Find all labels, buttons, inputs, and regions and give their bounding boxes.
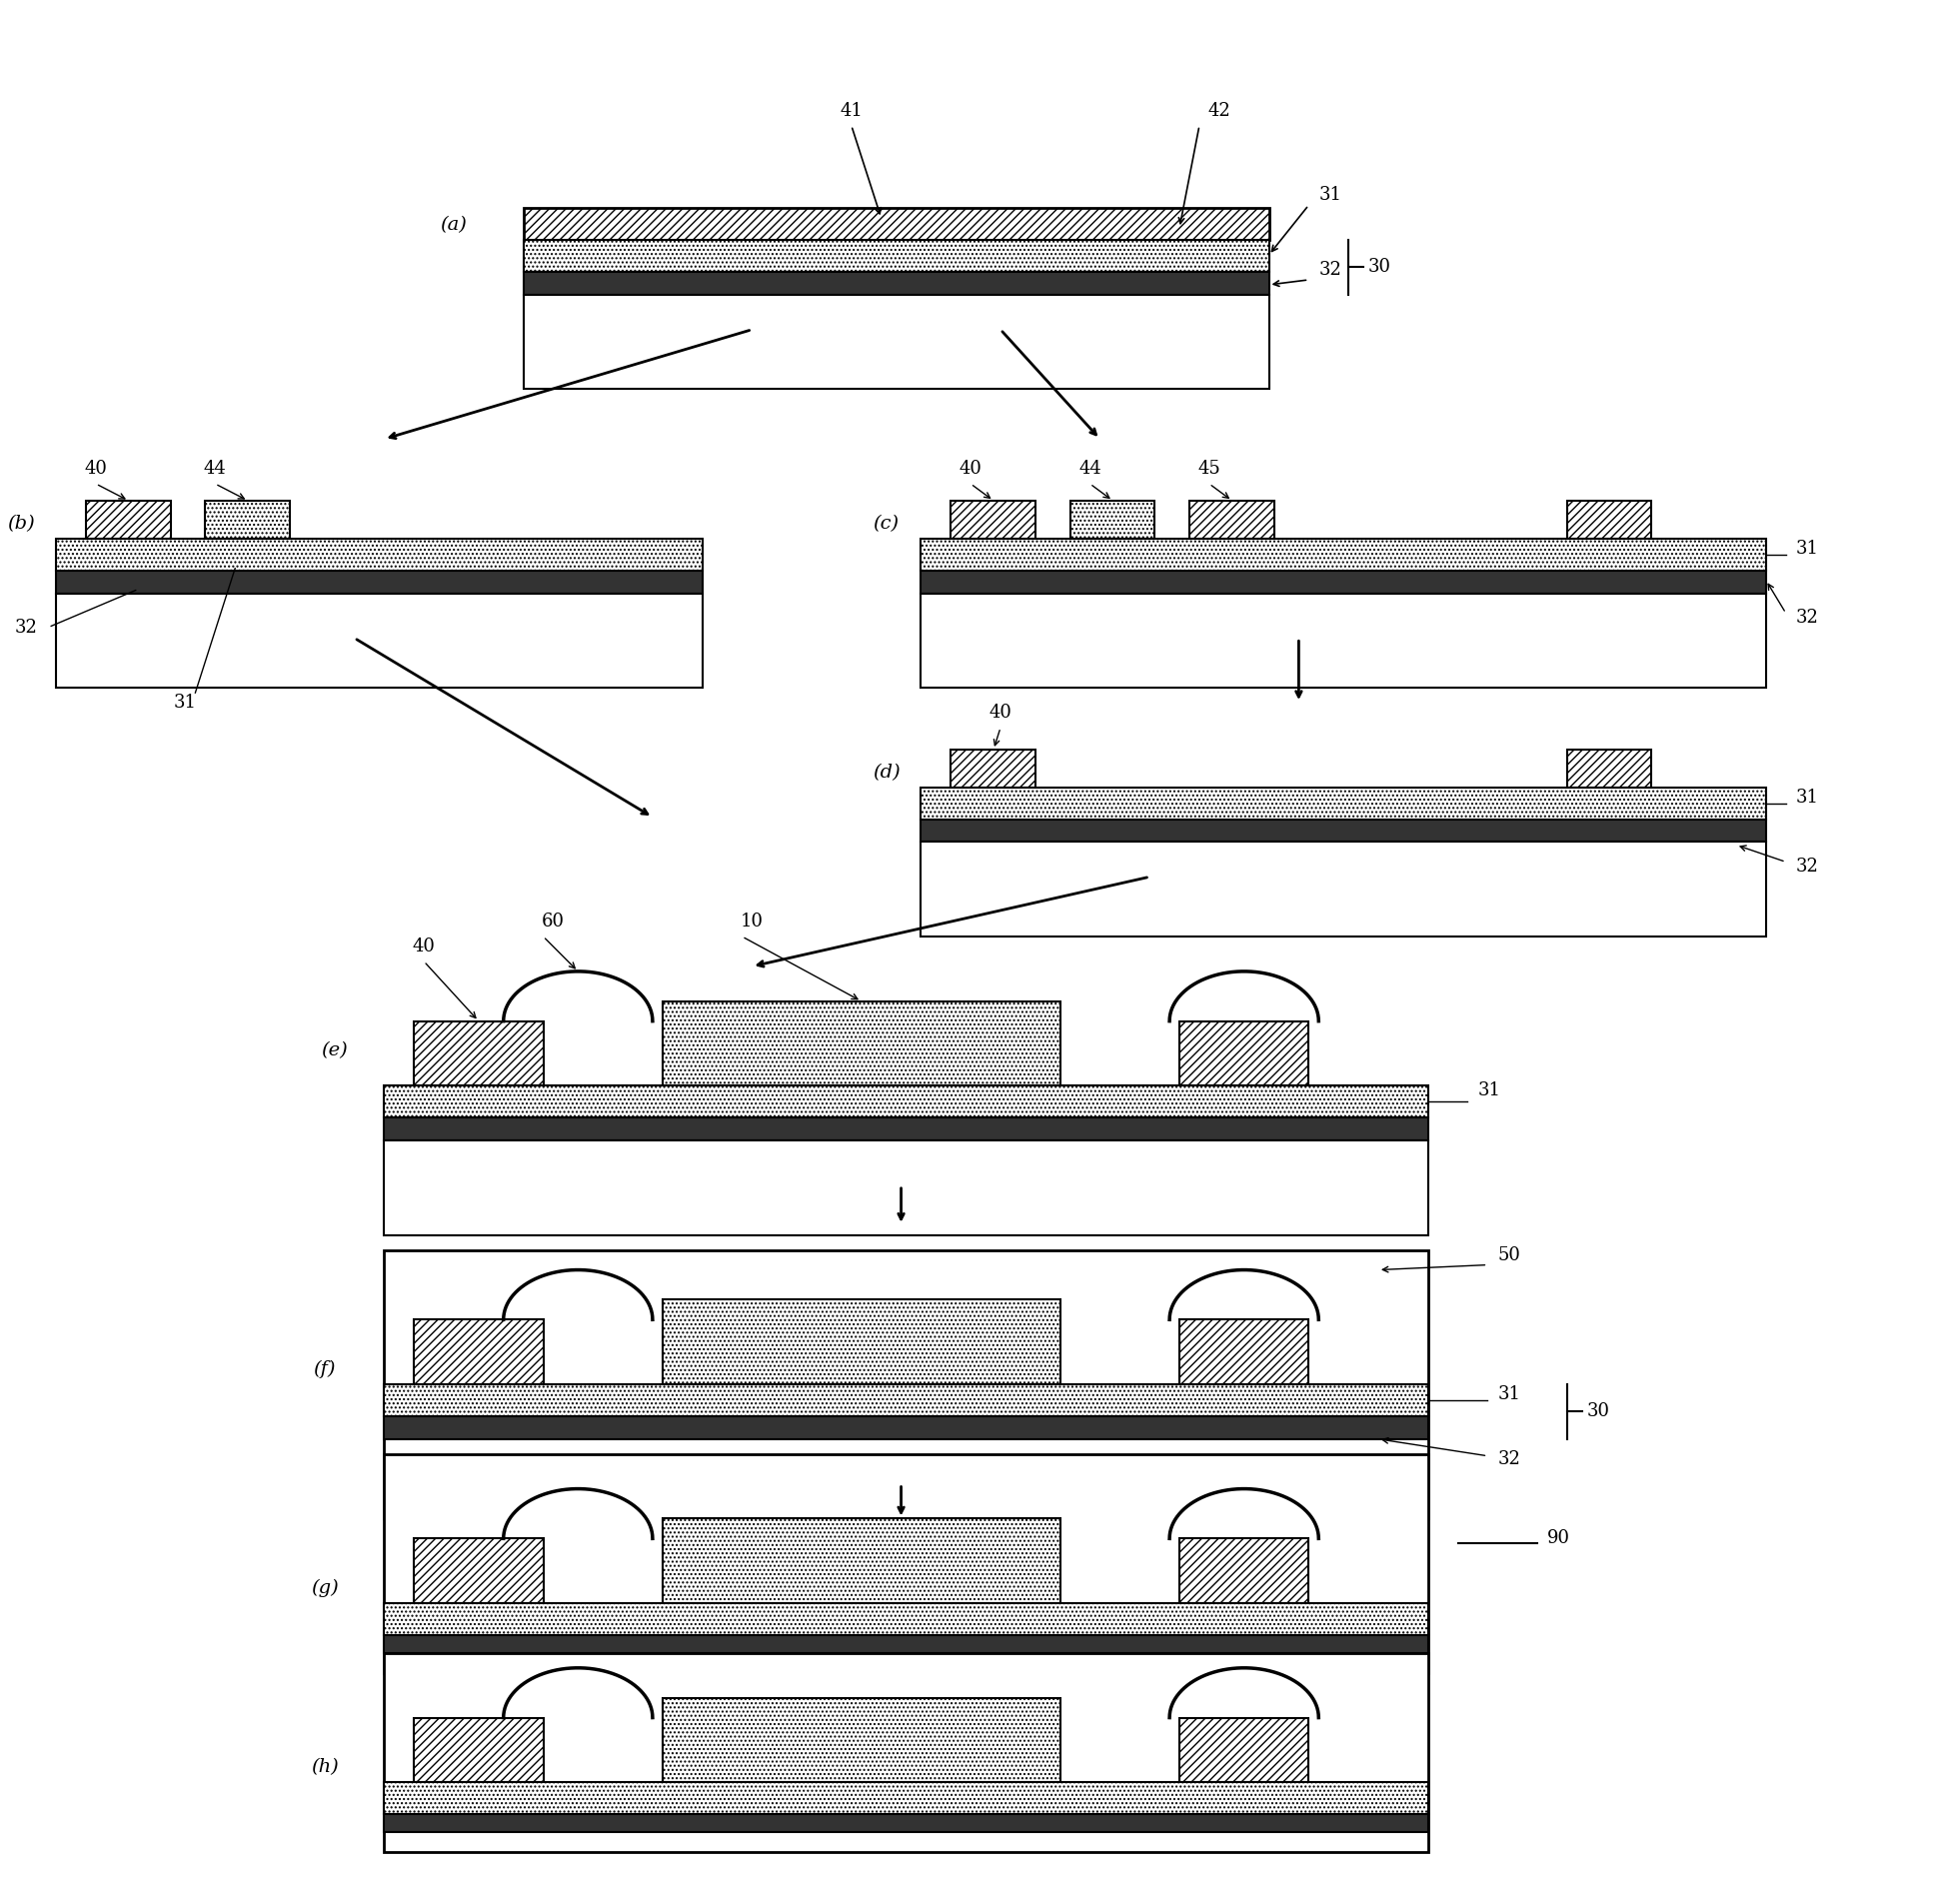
Bar [57,570,702,594]
Bar [384,1416,1429,1439]
Text: 42: 42 [1207,102,1231,119]
Text: (b): (b) [8,515,35,532]
Bar [951,749,1035,786]
Text: 45: 45 [1198,460,1221,477]
Text: (d): (d) [872,764,900,781]
Bar [662,1001,1060,1086]
Text: (h): (h) [310,1758,339,1777]
Bar [384,1603,1429,1635]
Text: 32: 32 [1497,1450,1521,1467]
Bar [1568,749,1652,786]
Text: 31: 31 [1319,187,1341,204]
Bar [57,594,702,688]
Bar [921,786,1766,819]
Bar [523,207,1268,240]
Text: (f): (f) [314,1360,335,1379]
Text: 60: 60 [541,913,564,930]
Bar [1180,1718,1309,1782]
Text: 44: 44 [204,460,227,477]
Bar [921,819,1766,841]
Bar [384,1635,1429,1652]
Bar [384,1384,1429,1416]
Bar [384,1141,1429,1235]
Bar [1070,500,1154,539]
Bar [1568,500,1652,539]
Bar [414,1539,543,1603]
Text: 31: 31 [1478,1083,1501,1100]
Bar [384,1086,1429,1118]
Bar [206,500,290,539]
Bar [662,1518,1060,1603]
Bar [523,294,1268,389]
Text: 32: 32 [1319,260,1341,279]
Text: 40: 40 [84,460,108,477]
Text: 40: 40 [990,703,1011,722]
Bar [384,1652,1429,1852]
Bar [921,539,1766,570]
Bar [86,500,171,539]
Text: 30: 30 [1588,1403,1609,1420]
Text: (a): (a) [441,217,466,234]
Text: 31: 31 [1795,539,1819,558]
Bar [921,570,1766,594]
Bar [384,1250,1429,1518]
Text: 10: 10 [741,913,764,930]
Text: 41: 41 [841,102,862,119]
Bar [1180,1020,1309,1086]
Bar [414,1020,543,1086]
Bar [523,272,1268,294]
Bar [414,1320,543,1384]
Text: 31: 31 [174,694,196,711]
Text: 40: 40 [958,460,982,477]
Bar [384,1814,1429,1831]
Text: (c): (c) [872,515,900,532]
Text: 40: 40 [412,937,435,956]
Text: (g): (g) [310,1579,339,1597]
Text: 32: 32 [16,619,37,637]
Text: 32: 32 [1795,858,1819,875]
Text: 90: 90 [1546,1530,1570,1548]
Text: 30: 30 [1368,258,1392,277]
Bar [921,841,1766,937]
Bar [1180,1539,1309,1603]
Bar [951,500,1035,539]
Text: 31: 31 [1497,1384,1521,1403]
Bar [384,1782,1429,1814]
Text: 44: 44 [1078,460,1102,477]
Bar [414,1718,543,1782]
Bar [57,539,702,570]
Text: (e): (e) [321,1041,347,1060]
Bar [1190,500,1274,539]
Text: 31: 31 [1795,788,1819,805]
Bar [1180,1320,1309,1384]
Bar [662,1299,1060,1384]
Bar [662,1697,1060,1782]
Bar [523,240,1268,272]
Text: 32: 32 [1795,609,1819,626]
Bar [384,1118,1429,1141]
Bar [921,594,1766,688]
Bar [384,1454,1429,1673]
Text: 50: 50 [1497,1247,1521,1264]
